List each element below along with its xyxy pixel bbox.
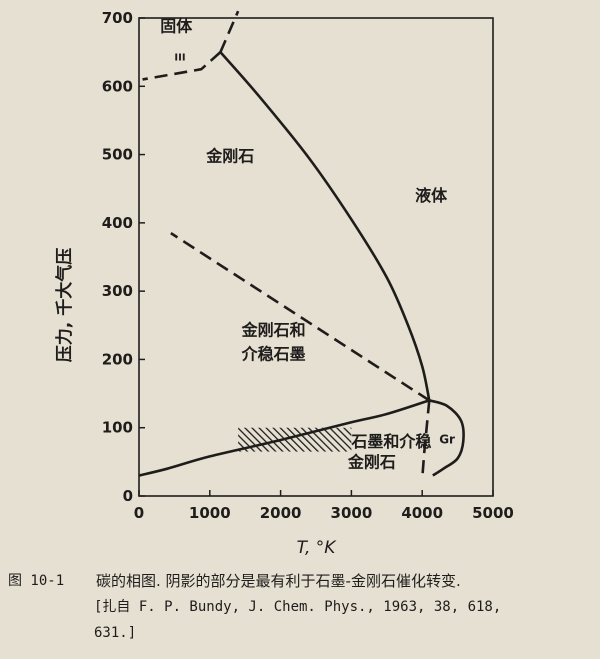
region-label: 石墨和介稳 bbox=[350, 432, 431, 451]
region-label: 金刚石 bbox=[205, 146, 254, 165]
y-tick-label: 0 bbox=[123, 487, 133, 505]
region-label: 金刚石和 bbox=[241, 321, 306, 340]
y-tick-label: 500 bbox=[102, 146, 133, 164]
phase-boundary-2 bbox=[219, 51, 431, 401]
phase-boundary-4 bbox=[170, 232, 430, 402]
caption-reference-line1: [扎自 F. P. Bundy, J. Chem. Phys., 1963, 3… bbox=[94, 599, 502, 615]
phase-boundary-5 bbox=[420, 400, 431, 480]
caption-text: 碳的相图. 阴影的部分是最有利于石墨-金刚石催化转变. bbox=[96, 572, 461, 590]
x-tick-label: 5000 bbox=[472, 504, 514, 522]
plot-frame bbox=[138, 17, 494, 497]
phase-diagram: 0 1000 2000 3000 4000 5000 0 100 200 300 400 500 60… bbox=[54, 9, 514, 558]
x-tick-label: 1000 bbox=[189, 504, 231, 522]
phase-boundary-6 bbox=[219, 10, 240, 53]
y-tick-label: 400 bbox=[102, 214, 133, 232]
caption-reference-line2: 631.] bbox=[94, 625, 137, 641]
y-axis-label: 压力, 千大气压 bbox=[54, 248, 75, 362]
x-tick-label: 2000 bbox=[260, 504, 302, 522]
phase-boundary-1 bbox=[138, 399, 430, 477]
region-label: 介稳石墨 bbox=[241, 344, 306, 363]
region-label: III bbox=[174, 52, 185, 63]
y-tick-label: 200 bbox=[102, 350, 133, 368]
y-tick-label: 300 bbox=[102, 282, 133, 300]
figure-caption: 图 10-1 碳的相图. 阴影的部分是最有利于石墨-金刚石催化转变. [扎自 F… bbox=[8, 568, 592, 646]
x-axis-label: T, °K bbox=[297, 538, 338, 558]
y-tick-label: 100 bbox=[102, 419, 133, 437]
y-tick-label: 700 bbox=[102, 9, 133, 27]
phase-boundary-3 bbox=[428, 399, 465, 477]
hatched-region bbox=[238, 427, 352, 452]
region-label: 固体 bbox=[160, 17, 193, 36]
y-tick-label: 600 bbox=[102, 77, 133, 95]
phase-boundary-7 bbox=[142, 51, 222, 81]
x-tick-label: 3000 bbox=[331, 504, 373, 522]
region-label: Gr bbox=[439, 432, 455, 446]
region-label: 液体 bbox=[415, 186, 448, 205]
x-tick-label: 4000 bbox=[401, 504, 443, 522]
region-label: 金刚石 bbox=[347, 452, 396, 471]
x-tick-label: 0 bbox=[134, 504, 144, 522]
figure-id: 图 10-1 bbox=[8, 573, 65, 589]
